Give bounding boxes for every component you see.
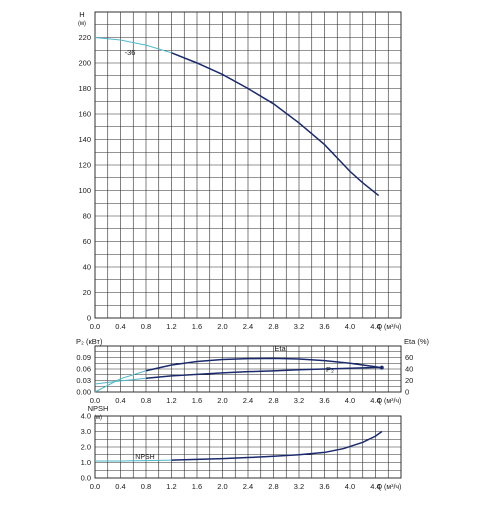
efficiency-series-line [145,357,383,372]
head-curve-annotation: -36 [125,48,136,57]
power-xtick-label: 2.4 [243,396,253,405]
power-xaxis-label: Q (м³/ч) [377,398,402,405]
power-xtick-label: 1.2 [166,396,176,405]
power-xtick-label: 0.4 [115,396,125,405]
head-ytick-label: 180 [78,84,91,93]
npsh-xtick-label: 2.0 [217,482,227,491]
power-ytick-label: 0.00 [76,388,91,397]
power-ytick-label: 0.09 [76,353,91,362]
head-ytick-label: 60 [83,237,91,246]
efficiency-ytick-label: 0 [405,388,409,397]
npsh-xtick-label: 0.4 [115,482,125,491]
head-xtick-label: 3.2 [294,322,304,331]
npsh-xtick-label: 3.6 [319,482,329,491]
power-xtick-label: 4.0 [345,396,355,405]
power-xtick-label: 3.2 [294,396,304,405]
head-series-line [171,52,380,197]
npsh-xtick-label: 2.8 [268,482,278,491]
npsh-lowflow-line [95,459,172,462]
head-yaxis-label: H [79,10,84,19]
head-ytick-label: 140 [78,135,91,144]
npsh-curve-annotation: NPSH [135,454,154,461]
power-xtick-label: 0.8 [141,396,151,405]
head-ytick-label: 160 [78,110,91,119]
head-xtick-label: 0.4 [115,322,125,331]
npsh-xtick-label: 3.2 [294,482,304,491]
npsh-xtick-label: 0.8 [141,482,151,491]
head-ytick-label: 220 [78,33,91,42]
efficiency-lowflow-line [94,370,147,393]
npsh-xaxis-label: Q (м³/ч) [377,484,402,491]
head-xtick-label: 0.0 [90,322,100,331]
npsh-xtick-label: 1.6 [192,482,202,491]
npsh-yaxis-unit: (м) [94,415,102,421]
efficiency-ytick-label: 40 [405,365,413,374]
power-ytick-label: 0.06 [76,365,91,374]
npsh-xtick-label: 2.4 [243,482,253,491]
head-ytick-label: 40 [83,263,91,272]
npsh-yaxis-label: NPSH [88,404,109,413]
efficiency-ytick-label: 20 [405,376,413,385]
head-xtick-label: 2.0 [217,322,227,331]
head-ytick-label: 200 [78,59,91,68]
power-xtick-label: 3.6 [319,396,329,405]
head-xtick-label: 0.8 [141,322,151,331]
npsh-ytick-label: 3.0 [81,427,91,436]
efficiency-curve-annotation: Eta [274,344,286,353]
head-ytick-label: 80 [83,212,91,221]
power-curve-annotation: P₂ [326,365,334,374]
head-xtick-label: 3.6 [319,322,329,331]
npsh-xtick-label: 4.0 [345,482,355,491]
power-yaxis-label: P₂ (кВт) [76,337,103,346]
head-xtick-label: 2.4 [243,322,253,331]
npsh-xtick-label: 4.4 [370,482,380,491]
head-ytick-label: 120 [78,161,91,170]
head-xaxis-label: Q (м³/ч) [377,324,402,331]
npsh-ytick-label: 0.0 [81,474,91,483]
npsh-series-line [171,430,383,461]
head-xtick-label: 2.8 [268,322,278,331]
power-xtick-label: 2.8 [268,396,278,405]
power-xtick-label: 1.6 [192,396,202,405]
head-xtick-label: 4.4 [370,322,380,331]
head-xtick-label: 4.0 [345,322,355,331]
head-xtick-label: 1.2 [166,322,176,331]
power-xtick-label: 4.4 [370,396,380,405]
head-ytick-label: 0 [87,314,91,323]
efficiency-yaxis-label: Eta (%) [404,337,430,346]
power-xtick-label: 0.0 [90,396,100,405]
head-ytick-label: 20 [83,288,91,297]
npsh-xtick-label: 1.2 [166,482,176,491]
head-lowflow-line [94,37,172,54]
power-series-line [145,366,382,379]
power-lowflow-line [94,377,147,385]
head-xtick-label: 1.6 [192,322,202,331]
power-xtick-label: 2.0 [217,396,227,405]
npsh-xtick-label: 0.0 [90,482,100,491]
npsh-ytick-label: 1.0 [81,458,91,467]
npsh-ytick-label: 2.0 [81,443,91,452]
power-end-marker [380,365,384,370]
npsh-ytick-label: 4.0 [81,412,91,421]
head-ytick-label: 100 [78,186,91,195]
efficiency-ytick-label: 60 [405,353,413,362]
power-ytick-label: 0.03 [76,376,91,385]
head-yaxis-unit: (м) [78,21,86,27]
